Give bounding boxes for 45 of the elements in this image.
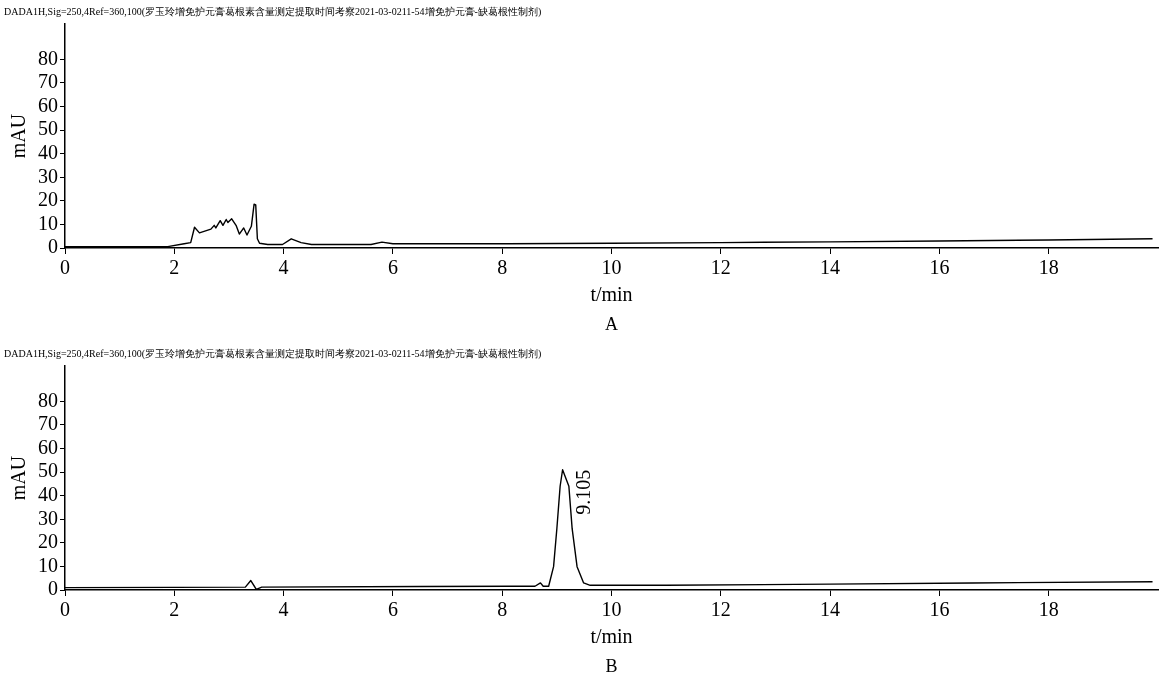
x-tick-label: 6 <box>387 256 398 279</box>
y-axis-title: mAU <box>7 455 30 501</box>
x-tick-label: 2 <box>169 256 180 279</box>
y-tick-label: 50 <box>38 459 58 482</box>
x-axis-title: t/min <box>590 283 633 306</box>
chart-title: DADA1H,Sig=250,4Ref=360,100(罗玉玲增免护元膏葛根素含量测定提取时间考察2021-03-0211-54增免护元膏-缺葛根性制剂) <box>4 5 542 18</box>
x-tick-label: 14 <box>820 598 841 621</box>
x-tick-label: 6 <box>387 598 398 621</box>
y-axis-title: mAU <box>7 113 30 159</box>
x-tick-label: 12 <box>710 256 731 279</box>
y-tick-label: 60 <box>38 435 58 458</box>
x-tick-label: 8 <box>497 598 508 621</box>
y-tick-label: 10 <box>38 553 58 576</box>
x-tick-label: 2 <box>169 598 180 621</box>
y-tick-label: 60 <box>38 93 58 116</box>
y-tick-label: 70 <box>38 70 58 93</box>
y-tick-label: 40 <box>38 482 58 505</box>
x-tick-label: 12 <box>710 598 731 621</box>
y-tick-label: 0 <box>48 577 58 600</box>
text: A <box>605 313 618 334</box>
y-tick-label: 30 <box>38 506 58 529</box>
y-tick-label: 80 <box>38 388 58 411</box>
y-tick-label: 50 <box>38 117 58 140</box>
x-tick-label: 4 <box>278 256 289 279</box>
y-tick-label: 70 <box>38 412 58 435</box>
y-tick-label: 40 <box>38 140 58 163</box>
chart-title: DADA1H,Sig=250,4Ref=360,100(罗玉玲增免护元膏葛根素含量测定提取时间考察2021-03-0211-54增免护元膏-缺葛根性制剂) <box>4 347 542 360</box>
x-tick-label: 10 <box>601 256 622 279</box>
text: B <box>605 655 618 676</box>
y-tick-label: 20 <box>38 530 58 553</box>
x-axis-title: t/min <box>590 625 633 648</box>
x-tick-label: 14 <box>820 256 841 279</box>
y-tick-label: 20 <box>38 188 58 211</box>
y-tick-label: 0 <box>48 235 58 258</box>
y-tick-label: 10 <box>38 211 58 234</box>
x-tick-label: 16 <box>929 598 950 621</box>
x-tick-label: 10 <box>601 598 622 621</box>
x-tick-label: 4 <box>278 598 289 621</box>
x-tick-label: 18 <box>1038 598 1059 621</box>
x-tick-label: 18 <box>1038 256 1059 279</box>
x-tick-label: 16 <box>929 256 950 279</box>
x-tick-label: 8 <box>497 256 508 279</box>
annotation: 9.105 <box>571 469 594 515</box>
y-tick-label: 30 <box>38 164 58 187</box>
y-tick-label: 80 <box>38 46 58 69</box>
